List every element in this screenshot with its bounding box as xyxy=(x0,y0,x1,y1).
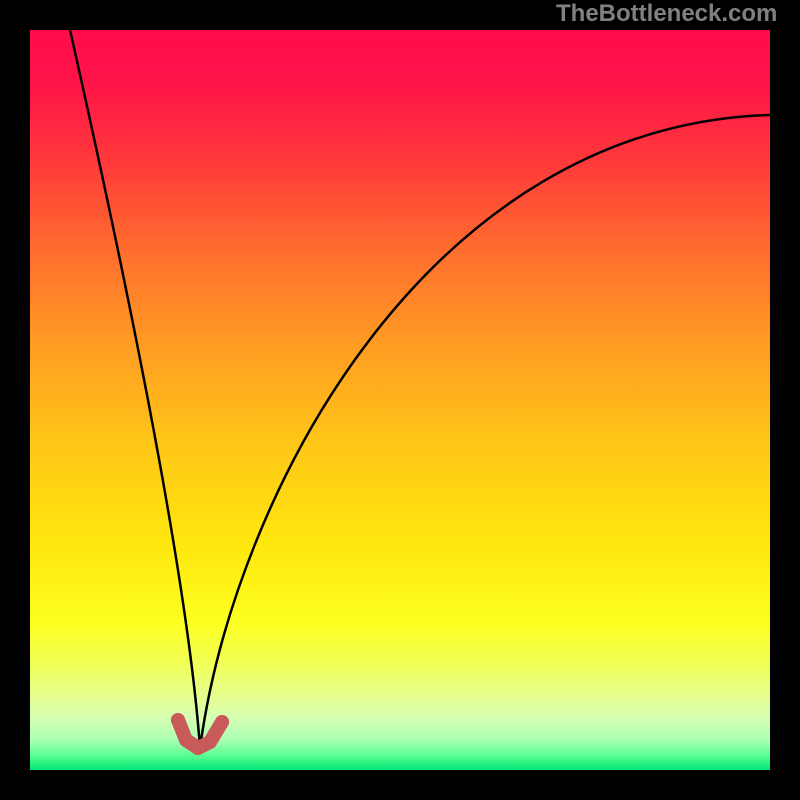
valley-marker-dot xyxy=(179,733,193,747)
valley-marker-dot xyxy=(191,741,205,755)
valley-marker-dot xyxy=(203,735,217,749)
plot-area xyxy=(30,30,770,770)
chart-frame: TheBottleneck.com xyxy=(0,0,800,800)
gradient-background xyxy=(30,30,770,770)
valley-marker-dot xyxy=(215,715,229,729)
plot-svg xyxy=(30,30,770,770)
watermark-text: TheBottleneck.com xyxy=(556,0,777,28)
valley-marker-dot xyxy=(171,713,185,727)
